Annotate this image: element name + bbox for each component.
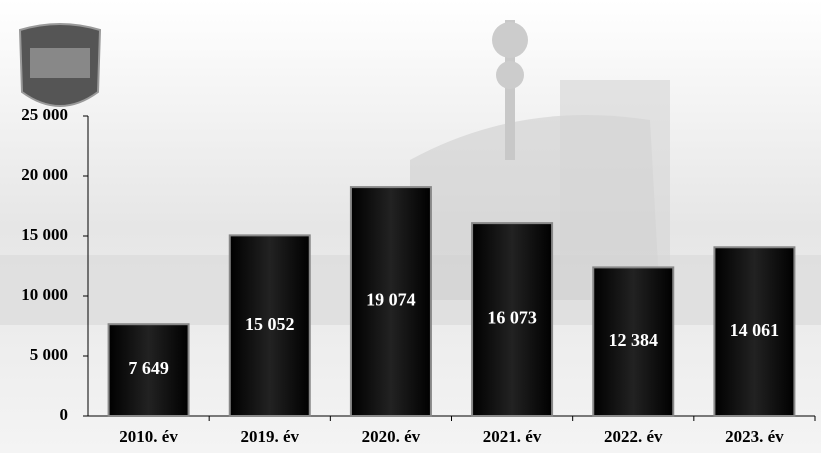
value-label: 14 061: [730, 320, 780, 340]
value-label: 12 384: [609, 330, 659, 350]
x-tick-label: 2022. év: [604, 427, 663, 446]
y-tick-label: 25 000: [21, 105, 68, 124]
chart: 0 5 000 10 000 15 000 20 000 25 000 2010. év 7 …: [0, 0, 821, 453]
y-tick-label: 5 000: [30, 345, 68, 364]
y-tick-label: 10 000: [21, 285, 68, 304]
y-tick-label: 0: [60, 405, 69, 424]
y-tick-label: 15 000: [21, 225, 68, 244]
logo: [20, 24, 100, 106]
x-tick-label: 2023. év: [725, 427, 784, 446]
y-tick-label: 20 000: [21, 165, 68, 184]
page: 0 5 000 10 000 15 000 20 000 25 000 2010. év 7 …: [0, 0, 821, 453]
value-label: 16 073: [487, 308, 537, 328]
x-tick-label: 2010. év: [119, 427, 178, 446]
x-tick-label: 2021. év: [483, 427, 542, 446]
x-tick-label: 2019. év: [240, 427, 299, 446]
x-tick-label: 2020. év: [362, 427, 421, 446]
value-label: 7 649: [128, 358, 169, 378]
value-label: 19 074: [366, 290, 416, 310]
value-label: 15 052: [245, 314, 295, 334]
